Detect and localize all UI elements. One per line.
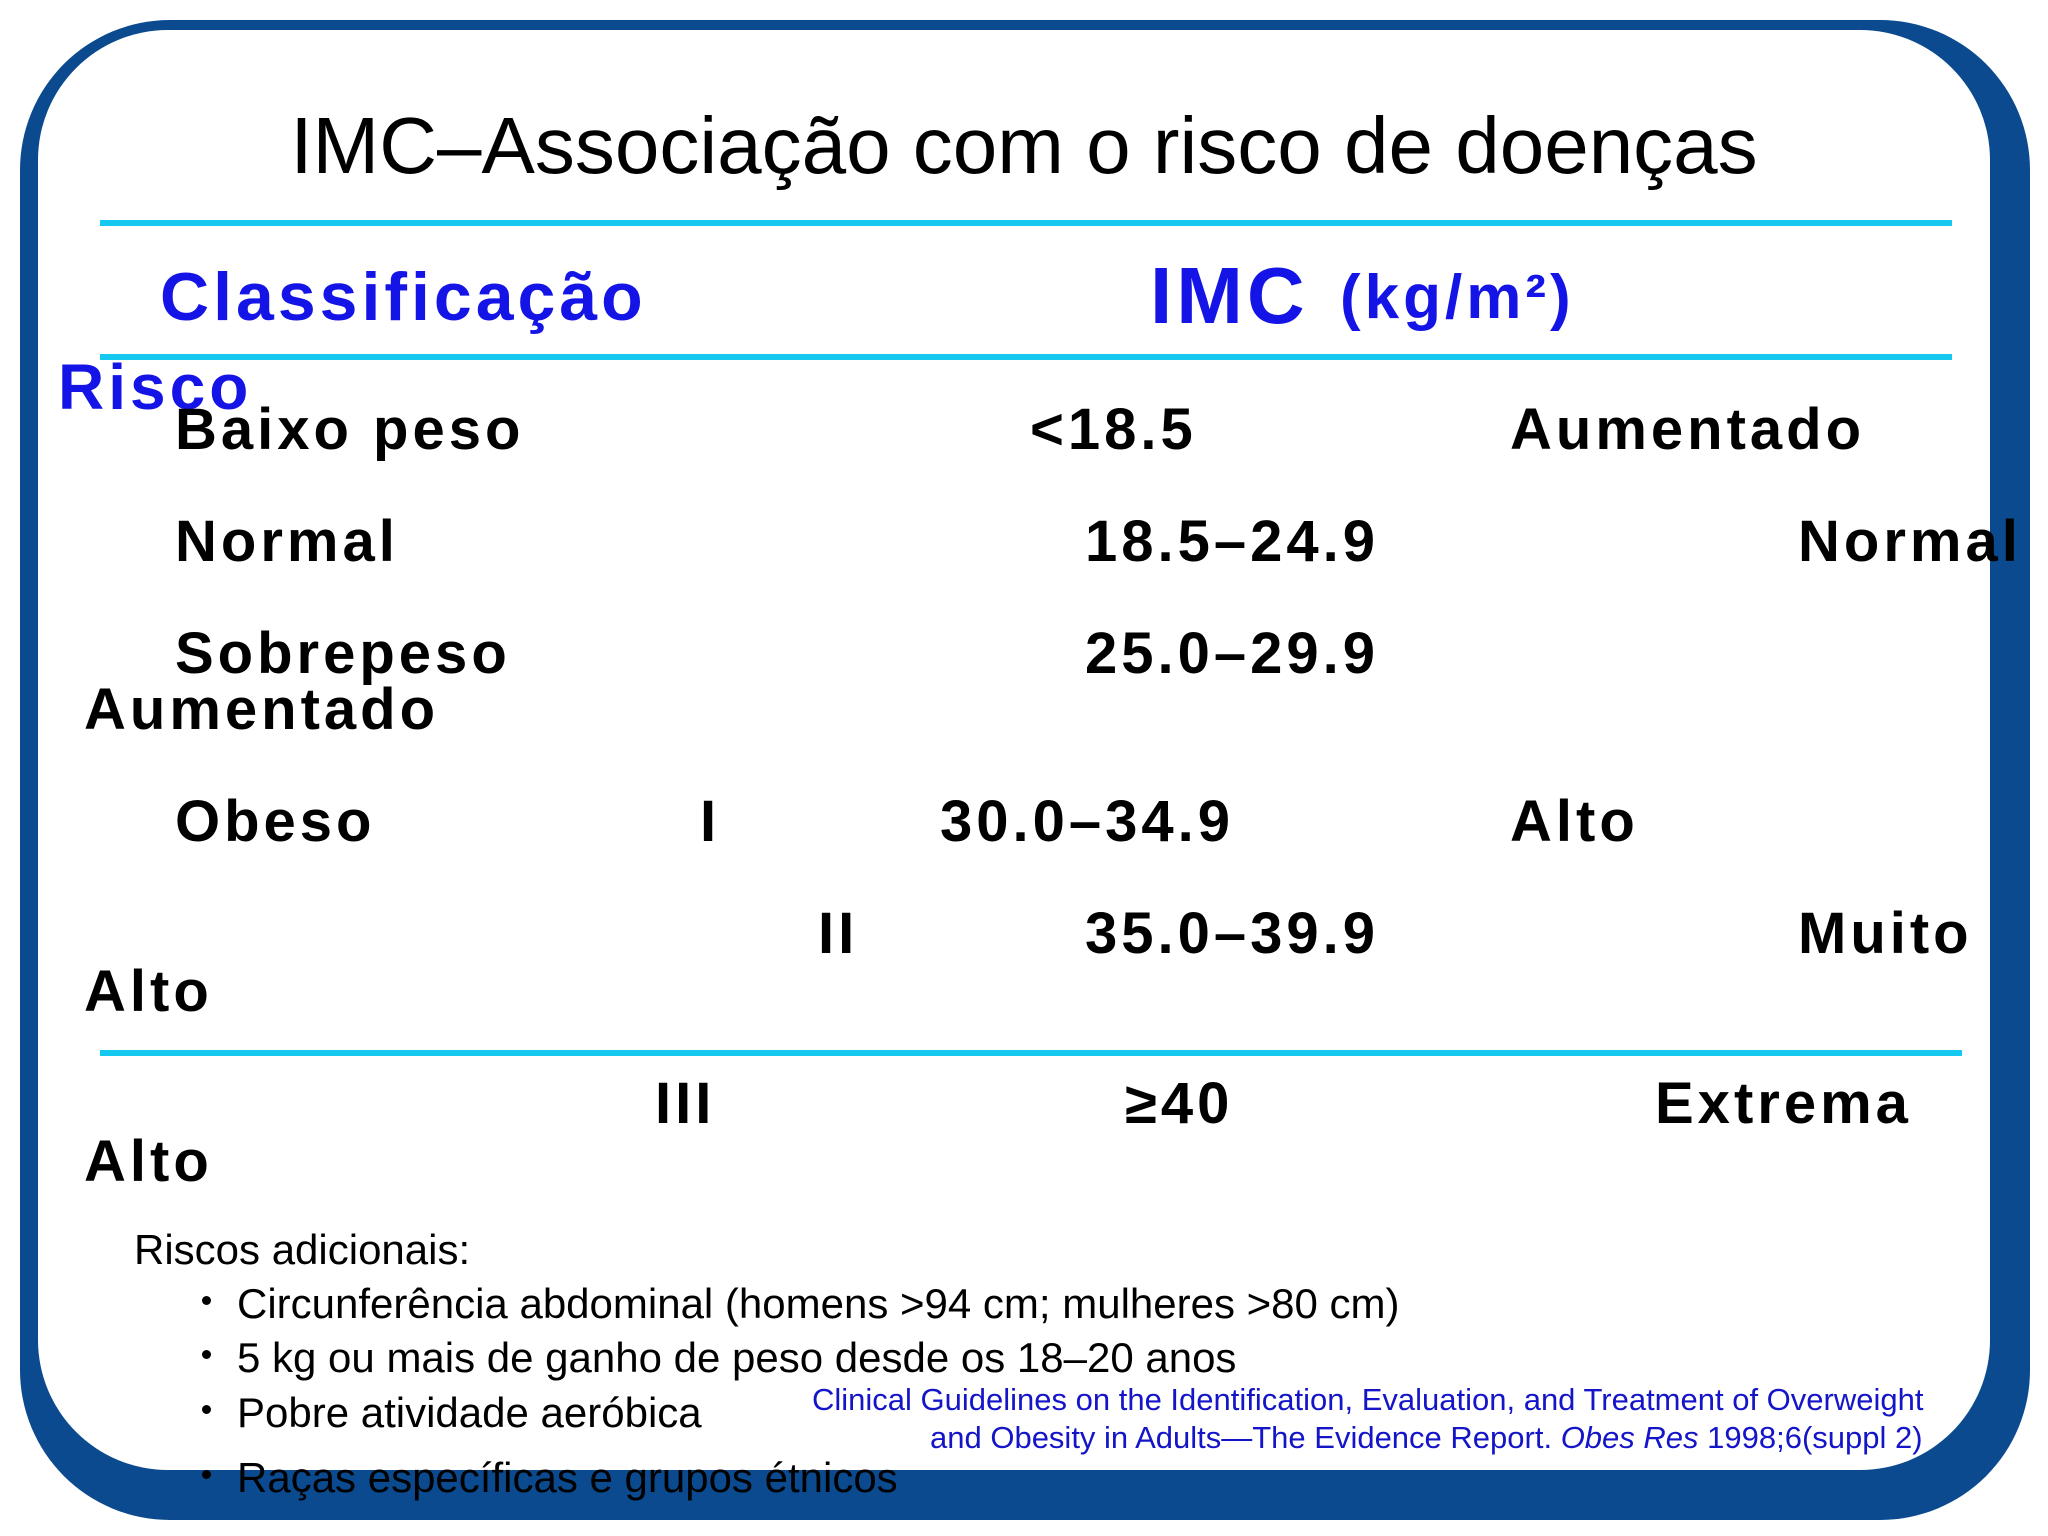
reference-journal: Obes Res: [1560, 1420, 1699, 1455]
row-obeso-risk: Alto: [1510, 789, 1639, 854]
row-sobrepeso-classification: Sobrepeso: [175, 621, 511, 686]
row-normal-risk: Normal: [1798, 509, 2022, 574]
row-obeso-iii-class-level: III: [655, 1071, 716, 1136]
row-obeso-iii-risk-line2: Alto: [84, 1129, 213, 1194]
reference-suffix: 1998;6(suppl 2): [1707, 1420, 1923, 1455]
header-unit: (kg/m²): [1340, 263, 1575, 332]
row-obeso-iii-risk-line1: Extrema: [1655, 1071, 1912, 1136]
additional-risks-heading: Riscos adicionais:: [134, 1226, 471, 1273]
slide-panel: [38, 30, 1990, 1470]
slide-title: IMC–Associação com o risco de doenças: [290, 101, 1758, 190]
row-obeso-ii-risk-line1: Muito: [1798, 901, 1973, 966]
header-risk: Risco: [58, 351, 253, 423]
reference-prefix: and Obesity in Adults—The Evidence Repor…: [930, 1420, 1553, 1455]
row-normal-imc: 18.5–24.9: [1085, 509, 1380, 574]
header-imc: IMC: [1150, 251, 1309, 340]
bullet-dot: [202, 1470, 211, 1479]
row-obeso-ii-imc: 35.0–39.9: [1085, 901, 1380, 966]
bullet-dot: [202, 1296, 211, 1305]
row-baixo-peso-risk: Aumentado: [1510, 397, 1865, 462]
additional-risk-item: Pobre atividade aeróbica: [237, 1389, 702, 1436]
table-bottom-rule: [100, 1050, 1962, 1056]
reference-line2: and Obesity in Adults—The Evidence Repor…: [930, 1420, 1923, 1456]
row-baixo-peso-classification: Baixo peso: [175, 397, 525, 462]
row-baixo-peso-imc: <18.5: [1030, 397, 1197, 462]
header-bottom-rule: [100, 354, 1952, 360]
bullet-dot: [202, 1405, 211, 1414]
row-sobrepeso-risk: Aumentado: [84, 677, 439, 742]
row-obeso-class-level: I: [700, 789, 721, 854]
row-obeso-ii-class-level: II: [818, 901, 859, 966]
row-sobrepeso-imc: 25.0–29.9: [1085, 621, 1380, 686]
row-normal-classification: Normal: [175, 509, 399, 574]
row-obeso-ii-risk-line2: Alto: [84, 959, 213, 1024]
bullet-dot: [202, 1350, 211, 1359]
row-obeso-iii-imc: ≥40: [1125, 1071, 1234, 1136]
header-top-rule: [100, 220, 1952, 226]
reference-line1: Clinical Guidelines on the Identificatio…: [812, 1382, 1924, 1417]
row-obeso-imc: 30.0–34.9: [940, 789, 1235, 854]
additional-risk-item: Circunferência abdominal (homens >94 cm;…: [237, 1280, 1400, 1327]
header-classification: Classificação: [160, 259, 647, 335]
additional-risk-item: 5 kg ou mais de ganho de peso desde os 1…: [237, 1334, 1237, 1381]
row-obeso-classification: Obeso: [175, 789, 376, 854]
additional-risk-item: Raças específicas e grupos étnicos: [237, 1454, 898, 1501]
